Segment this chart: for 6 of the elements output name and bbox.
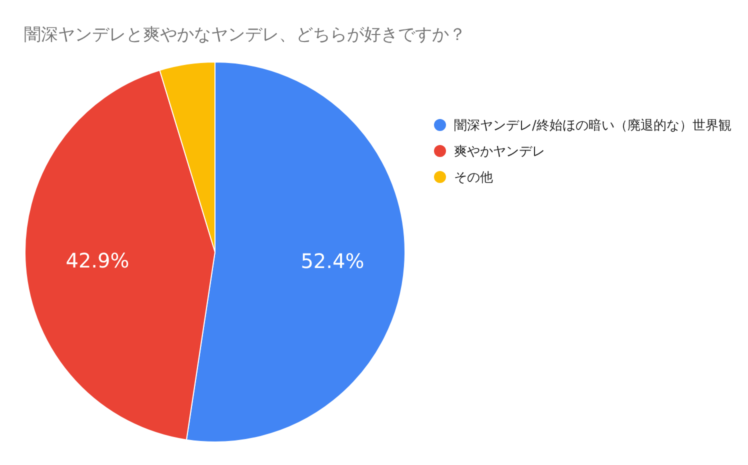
legend-label: 爽やかヤンデレ bbox=[454, 144, 545, 160]
data-label: 52.4% bbox=[300, 248, 364, 273]
legend-label: 闇深ヤンデレ/終始ほの暗い（廃退的な）世界観 bbox=[454, 118, 732, 134]
chart-title: 闇深ヤンデレと爽やかなヤンデレ、どちらが好きですか？ bbox=[24, 25, 466, 45]
legend-label: その他 bbox=[454, 170, 493, 186]
data-label: 42.9% bbox=[66, 248, 130, 273]
